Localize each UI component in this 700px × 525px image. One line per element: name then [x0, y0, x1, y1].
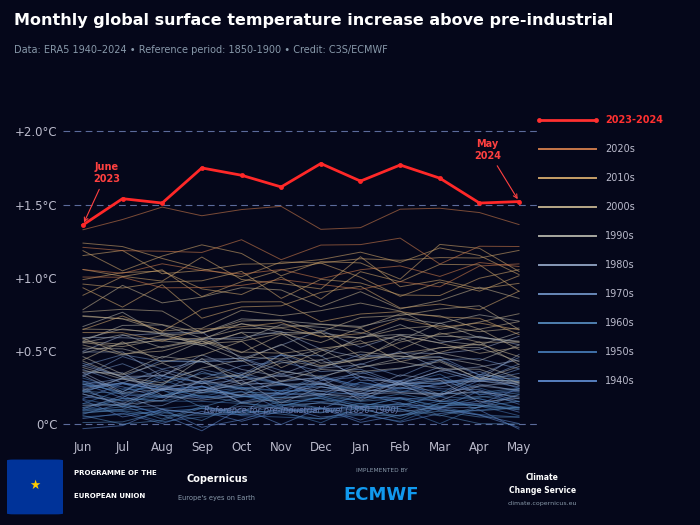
Text: Monthly global surface temperature increase above pre-industrial: Monthly global surface temperature incre… — [14, 13, 613, 28]
Text: PROGRAMME OF THE: PROGRAMME OF THE — [74, 470, 156, 476]
Text: 1960s: 1960s — [606, 318, 635, 328]
Text: Change Service: Change Service — [509, 486, 576, 495]
Text: 2010s: 2010s — [606, 173, 635, 183]
Text: IMPLEMENTED BY: IMPLEMENTED BY — [356, 468, 407, 473]
Text: May
2024: May 2024 — [474, 139, 517, 198]
Text: 1990s: 1990s — [606, 230, 635, 240]
Text: 1940s: 1940s — [606, 375, 635, 385]
FancyBboxPatch shape — [7, 459, 63, 514]
Text: Climate: Climate — [526, 474, 559, 482]
Text: Reference for pre-industrial level (1850–1900): Reference for pre-industrial level (1850… — [204, 406, 398, 415]
Text: climate.copernicus.eu: climate.copernicus.eu — [508, 501, 578, 506]
Text: 2020s: 2020s — [606, 144, 635, 154]
Text: Copernicus: Copernicus — [186, 474, 248, 485]
Text: 1970s: 1970s — [606, 289, 635, 299]
Text: June
2023: June 2023 — [85, 162, 120, 222]
Text: 1950s: 1950s — [606, 346, 635, 356]
Text: EUROPEAN UNION: EUROPEAN UNION — [74, 493, 145, 499]
Text: ★: ★ — [29, 479, 41, 492]
Text: 2023-2024: 2023-2024 — [606, 114, 663, 125]
Text: ECMWF: ECMWF — [344, 486, 419, 503]
Text: 2000s: 2000s — [606, 202, 635, 212]
Text: Europe's eyes on Earth: Europe's eyes on Earth — [178, 496, 256, 501]
Text: 1980s: 1980s — [606, 259, 635, 270]
Text: Data: ERA5 1940–2024 • Reference period: 1850-1900 • Credit: C3S/ECMWF: Data: ERA5 1940–2024 • Reference period:… — [14, 45, 388, 55]
